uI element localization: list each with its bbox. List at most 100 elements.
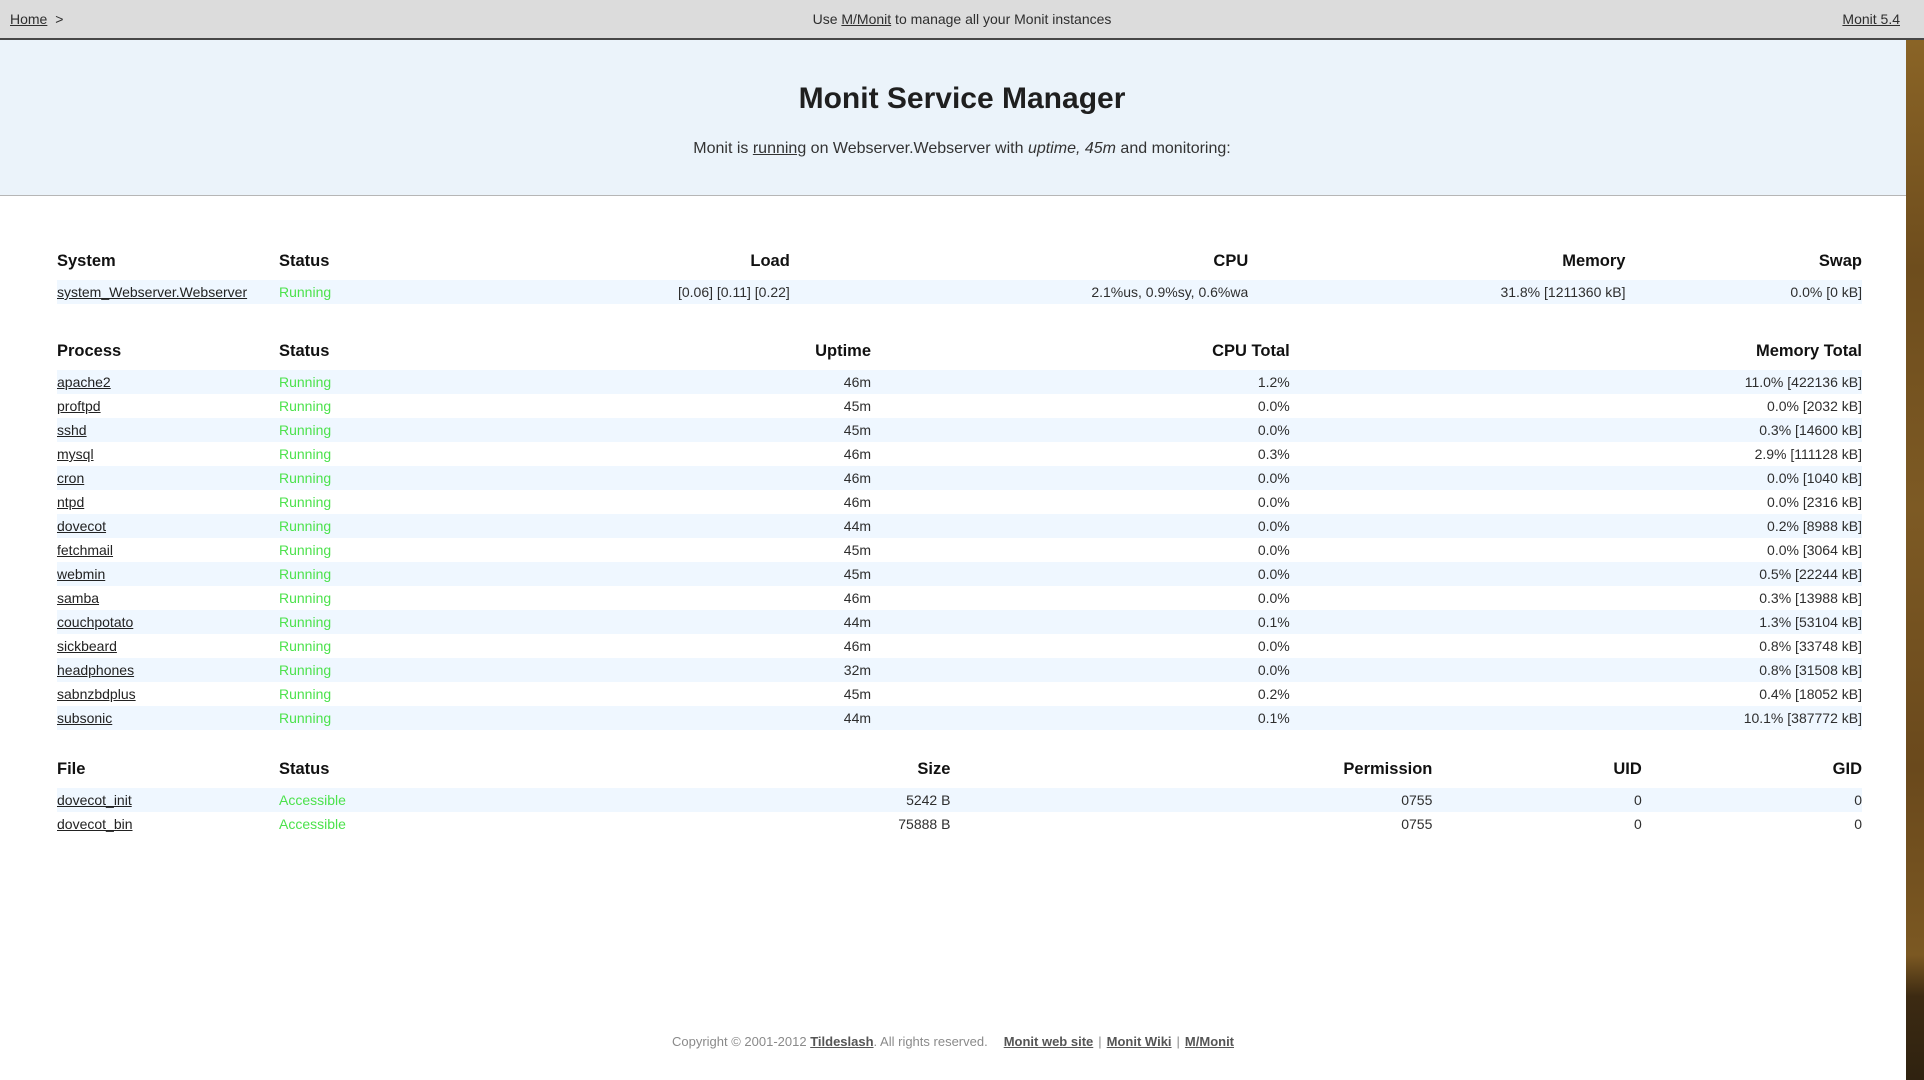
memory-total-value: 0.0% [1040 kB] <box>1290 466 1862 490</box>
status-value: Running <box>279 442 532 466</box>
process-link[interactable]: sickbeard <box>57 638 117 654</box>
monit-status-line: Monit is running on Webserver.Webserver … <box>0 140 1924 158</box>
size-value: 75888 B <box>532 812 951 836</box>
table-row: fetchmailRunning45m0.0%0.0% [3064 kB] <box>57 538 1862 562</box>
table-row: sshdRunning45m0.0%0.3% [14600 kB] <box>57 418 1862 442</box>
process-link[interactable]: mysql <box>57 446 94 462</box>
process-link[interactable]: sshd <box>57 422 87 438</box>
link-cell: headphones <box>57 658 279 682</box>
table-row: ntpdRunning46m0.0%0.0% [2316 kB] <box>57 490 1862 514</box>
size-value: 5242 B <box>532 788 951 812</box>
process-link[interactable]: fetchmail <box>57 542 113 558</box>
link-cell: ntpd <box>57 490 279 514</box>
link-cell: sickbeard <box>57 634 279 658</box>
running-status-link[interactable]: running <box>753 140 806 157</box>
process-link[interactable]: ntpd <box>57 494 84 510</box>
topbar: Home > Use M/Monit to manage all your Mo… <box>0 0 1924 40</box>
cpu-total-value: 0.1% <box>871 610 1290 634</box>
page-title: Monit Service Manager <box>0 82 1924 116</box>
content-area: System Status Load CPU Memory Swap syste… <box>0 196 1862 836</box>
process-table-body: apache2Running46m1.2%11.0% [422136 kB] pr… <box>57 370 1862 730</box>
link-cell: apache2 <box>57 370 279 394</box>
process-link[interactable]: headphones <box>57 662 134 678</box>
process-link[interactable]: webmin <box>57 566 105 582</box>
process-link[interactable]: cron <box>57 470 84 486</box>
monit-wiki-link[interactable]: Monit Wiki <box>1107 1034 1172 1049</box>
uptime-text: uptime, 45m <box>1028 140 1116 157</box>
col-header-system: System <box>57 252 279 280</box>
uptime-value: 44m <box>532 514 871 538</box>
uptime-value: 45m <box>532 394 871 418</box>
memory-total-value: 0.2% [8988 kB] <box>1290 514 1862 538</box>
col-header-status: Status <box>279 342 532 370</box>
topbar-message-suffix: to manage all your Monit instances <box>891 11 1111 27</box>
uid-value: 0 <box>1432 812 1641 836</box>
monit-version-link[interactable]: Monit 5.4 <box>1842 11 1900 27</box>
link-cell: sshd <box>57 418 279 442</box>
cpu-total-value: 0.0% <box>871 514 1290 538</box>
uptime-value: 32m <box>532 658 871 682</box>
status-value: Running <box>279 280 532 304</box>
desktop-wallpaper-edge <box>1906 40 1924 1080</box>
file-link[interactable]: dovecot_bin <box>57 816 133 832</box>
memory-total-value: 0.0% [2316 kB] <box>1290 490 1862 514</box>
link-cell: sabnzbdplus <box>57 682 279 706</box>
uptime-value: 45m <box>532 418 871 442</box>
system-table: System Status Load CPU Memory Swap syste… <box>57 252 1862 304</box>
table-row: couchpotatoRunning44m0.1%1.3% [53104 kB] <box>57 610 1862 634</box>
memory-total-value: 0.5% [22244 kB] <box>1290 562 1862 586</box>
process-link[interactable]: samba <box>57 590 99 606</box>
uptime-value: 46m <box>532 466 871 490</box>
status-value: Running <box>279 634 532 658</box>
swap-value: 0.0% [0 kB] <box>1626 280 1863 304</box>
memory-value: 31.8% [1211360 kB] <box>1248 280 1625 304</box>
breadcrumb-separator: > <box>55 11 63 27</box>
permission-value: 0755 <box>950 788 1432 812</box>
cpu-total-value: 1.2% <box>871 370 1290 394</box>
status-value: Accessible <box>279 788 532 812</box>
status-value: Running <box>279 706 532 730</box>
process-link[interactable]: sabnzbdplus <box>57 686 136 702</box>
col-header-uptime: Uptime <box>532 342 871 370</box>
status-value: Running <box>279 514 532 538</box>
cpu-total-value: 0.0% <box>871 586 1290 610</box>
col-header-file: File <box>57 760 279 788</box>
status-line-mid: on Webserver.Webserver with <box>806 140 1028 157</box>
footer-links: Monit web site | Monit Wiki | M/Monit <box>1004 1034 1234 1049</box>
link-cell: samba <box>57 586 279 610</box>
col-header-cpu-total: CPU Total <box>871 342 1290 370</box>
version-area: Monit 5.4 <box>1842 0 1900 38</box>
mmonit-link[interactable]: M/Monit <box>841 11 891 27</box>
process-link[interactable]: apache2 <box>57 374 111 390</box>
table-row: apache2Running46m1.2%11.0% [422136 kB] <box>57 370 1862 394</box>
footer-separator: | <box>1177 1034 1180 1049</box>
table-row: dovecot Running44m0.0%0.2% [8988 kB] <box>57 514 1862 538</box>
link-cell: proftpd <box>57 394 279 418</box>
uptime-value: 46m <box>532 490 871 514</box>
col-header-swap: Swap <box>1626 252 1863 280</box>
process-table: Process Status Uptime CPU Total Memory T… <box>57 342 1862 730</box>
home-link[interactable]: Home <box>10 11 47 27</box>
cpu-total-value: 0.0% <box>871 490 1290 514</box>
cpu-total-value: 0.0% <box>871 634 1290 658</box>
process-link[interactable]: subsonic <box>57 710 112 726</box>
memory-total-value: 0.3% [14600 kB] <box>1290 418 1862 442</box>
system-link[interactable]: system_Webserver.Webserver <box>57 284 247 300</box>
status-value: Running <box>279 610 532 634</box>
monit-website-link[interactable]: Monit web site <box>1004 1034 1094 1049</box>
table-row: dovecot_initAccessible5242 B075500 <box>57 788 1862 812</box>
process-link[interactable]: proftpd <box>57 398 101 414</box>
footer-separator: | <box>1098 1034 1101 1049</box>
breadcrumb: Home > <box>10 0 63 38</box>
process-link[interactable]: couchpotato <box>57 614 133 630</box>
col-header-process: Process <box>57 342 279 370</box>
uid-value: 0 <box>1432 788 1641 812</box>
link-cell: subsonic <box>57 706 279 730</box>
process-link[interactable]: dovecot <box>57 518 106 534</box>
cpu-total-value: 0.0% <box>871 466 1290 490</box>
gid-value: 0 <box>1642 812 1862 836</box>
tildeslash-link[interactable]: Tildeslash <box>810 1034 873 1049</box>
uptime-value: 46m <box>532 634 871 658</box>
file-link[interactable]: dovecot_init <box>57 792 132 808</box>
mmonit-footer-link[interactable]: M/Monit <box>1185 1034 1234 1049</box>
